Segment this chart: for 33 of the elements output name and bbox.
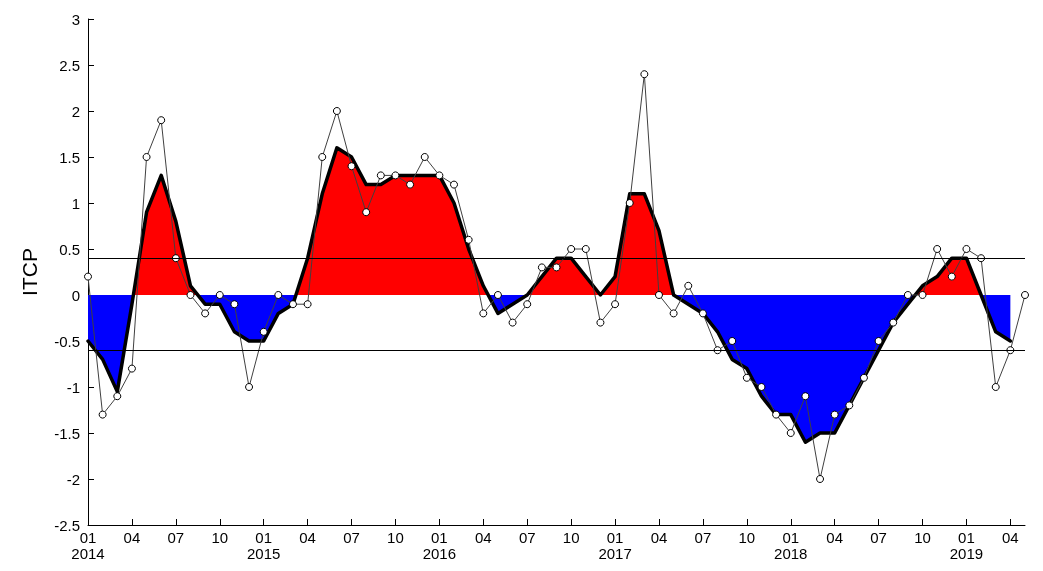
x-tick-label: 07 (343, 528, 360, 546)
x-tick-label: 01 2018 (774, 528, 808, 562)
y-tick-label: 1 (71, 194, 80, 212)
x-tick-label: 01 2015 (247, 528, 281, 562)
y-tick-label: 2 (71, 102, 80, 120)
x-tick-label: 10 (211, 528, 229, 546)
x-tick-label: 10 (387, 528, 404, 546)
y-tick-label: 1.5 (59, 148, 80, 166)
x-tick-label: 07 (167, 528, 185, 546)
y-tick-label: 0 (71, 286, 80, 304)
x-tick-label: 04 (826, 528, 844, 546)
x-tick-label: 04 (474, 528, 492, 546)
x-tick-label: 10 (914, 528, 931, 546)
x-tick-label: 07 (694, 528, 712, 546)
y-tick-label: 3 (71, 10, 80, 28)
x-tick-label: 10 (738, 528, 756, 546)
y-axis-title: ITCP (18, 248, 41, 296)
x-tick-label: 04 (123, 528, 141, 546)
x-tick-label: 01 2016 (422, 528, 457, 562)
y-tick-label: -1 (66, 378, 80, 396)
y-tick-label: -0.5 (54, 332, 80, 350)
x-tick-label: 04 (650, 528, 668, 546)
y-tick-label: 2.5 (59, 56, 80, 74)
x-tick-label: 01 2017 (598, 528, 632, 562)
x-tick-label: 07 (518, 528, 536, 546)
y-tick-label: -1.5 (54, 424, 80, 442)
x-tick-label: 10 (562, 528, 580, 546)
x-tick-label: 07 (870, 528, 887, 546)
x-tick-label: 04 (1002, 528, 1019, 546)
y-tick-label: -2 (66, 470, 80, 488)
x-tick-label: 04 (299, 528, 316, 546)
y-tick-label: 0.5 (59, 240, 80, 258)
x-tick-label: 01 2019 (949, 528, 984, 562)
